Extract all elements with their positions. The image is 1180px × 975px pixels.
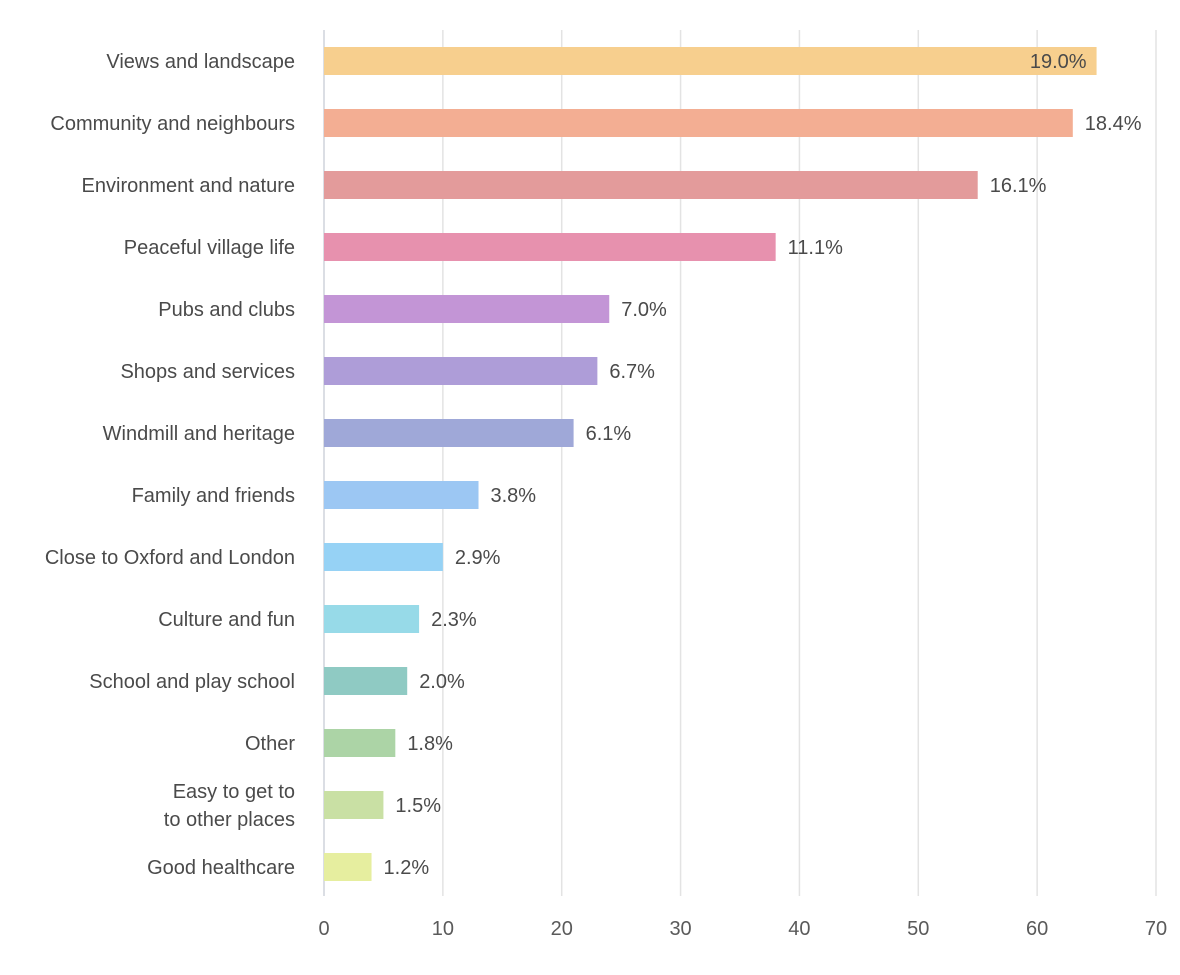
data-label: 7.0% bbox=[621, 299, 667, 321]
category-label: Peaceful village life bbox=[124, 237, 295, 259]
bar bbox=[324, 109, 1073, 137]
bar bbox=[324, 295, 610, 323]
data-label: 2.3% bbox=[431, 609, 477, 631]
bar bbox=[324, 605, 420, 633]
category-label: Family and friends bbox=[132, 485, 295, 507]
data-label: 18.4% bbox=[1085, 113, 1142, 135]
x-tick-label: 30 bbox=[669, 918, 691, 940]
bar bbox=[324, 543, 443, 571]
x-tick-label: 70 bbox=[1145, 918, 1167, 940]
data-label: 2.0% bbox=[419, 671, 465, 693]
category-label: Other bbox=[245, 733, 295, 755]
data-label: 1.2% bbox=[384, 857, 430, 879]
category-label: Views and landscape bbox=[106, 51, 295, 73]
bar bbox=[324, 47, 1097, 75]
bar bbox=[324, 233, 776, 261]
category-label: Community and neighbours bbox=[50, 113, 295, 135]
x-tick-label: 50 bbox=[907, 918, 929, 940]
data-label: 3.8% bbox=[491, 485, 537, 507]
data-label: 6.1% bbox=[586, 423, 632, 445]
x-tick-label: 0 bbox=[318, 918, 329, 940]
category-label: Culture and fun bbox=[158, 609, 295, 631]
bar bbox=[324, 171, 978, 199]
grid-layer bbox=[323, 30, 1157, 896]
x-tick-label: 40 bbox=[788, 918, 810, 940]
category-label: Windmill and heritage bbox=[103, 423, 295, 445]
bar bbox=[324, 481, 479, 509]
bar bbox=[324, 791, 384, 819]
data-label: 1.5% bbox=[395, 795, 441, 817]
bars-layer bbox=[324, 47, 1097, 881]
data-label: 11.1% bbox=[788, 237, 843, 259]
category-label: Good healthcare bbox=[147, 857, 295, 879]
bar bbox=[324, 419, 574, 447]
category-label: to other places bbox=[164, 809, 295, 831]
x-tick-label: 60 bbox=[1026, 918, 1048, 940]
category-label: Environment and nature bbox=[82, 175, 295, 197]
bar bbox=[324, 357, 598, 385]
x-tick-label: 20 bbox=[551, 918, 573, 940]
category-label: Close to Oxford and London bbox=[45, 547, 295, 569]
category-label: Easy to get to bbox=[173, 781, 295, 803]
bar bbox=[324, 667, 408, 695]
category-label: Pubs and clubs bbox=[158, 299, 295, 321]
category-label: School and play school bbox=[89, 671, 295, 693]
category-label: Shops and services bbox=[120, 361, 295, 383]
x-axis-ticks: 0 10 20 30 40 50 60 70 bbox=[318, 918, 1167, 940]
x-tick-label: 10 bbox=[432, 918, 454, 940]
data-label: 6.7% bbox=[609, 361, 655, 383]
data-label: 1.8% bbox=[407, 733, 453, 755]
data-label: 16.1% bbox=[990, 175, 1047, 197]
bar bbox=[324, 729, 396, 757]
data-label: 19.0% bbox=[1030, 51, 1087, 73]
bar bbox=[324, 853, 372, 881]
labels-layer: Views and landscape 19.0% Community and ne… bbox=[45, 51, 1142, 879]
data-label: 2.9% bbox=[455, 547, 501, 569]
